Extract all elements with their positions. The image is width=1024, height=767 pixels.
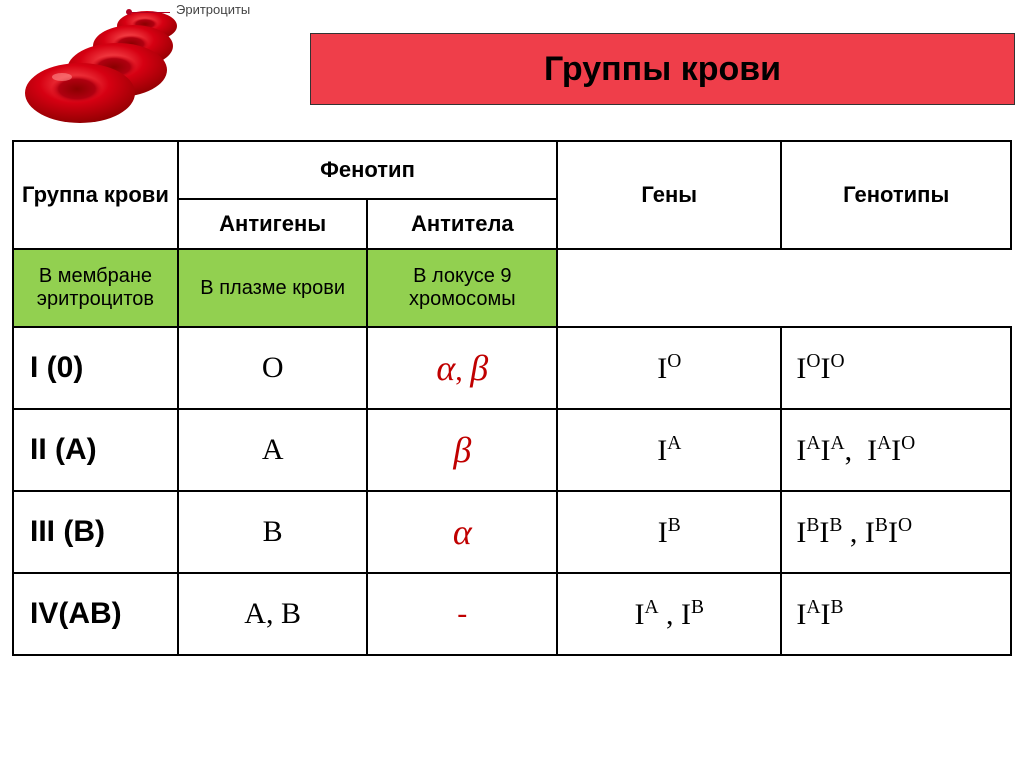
erythrocyte-label: Эритроциты [176, 2, 250, 17]
hdr-genotypes: Генотипы [781, 141, 1011, 249]
cell-genotype: IAIB [781, 573, 1011, 655]
cell-gene: IA [557, 409, 781, 491]
table-row: II (A)AβIAIAIA, IAIO [13, 409, 1011, 491]
sub-antigens: В мембране эритроцитов [13, 249, 178, 327]
table-row: I (0)Oα, βIOIOIO [13, 327, 1011, 409]
header-row-1: Группа крови Фенотип Гены Генотипы [13, 141, 1011, 199]
cell-gene: IO [557, 327, 781, 409]
subheader-row: В мембране эритроцитов В плазме крови В … [13, 249, 1011, 327]
cell-genotype: IAIA, IAIO [781, 409, 1011, 491]
table-row: IV(AB)A, B-IA , IBIAIB [13, 573, 1011, 655]
header: Эритроциты Группы крови [0, 0, 1024, 130]
hdr-group: Группа крови [13, 141, 178, 249]
cell-group: II (A) [13, 409, 178, 491]
cell-group: III (B) [13, 491, 178, 573]
erythrocyte-illustration [25, 8, 235, 133]
cell-antibody: α [367, 491, 557, 573]
cell-group: I (0) [13, 327, 178, 409]
cell-genotype: IOIO [781, 327, 1011, 409]
blood-groups-table-wrap: Группа крови Фенотип Гены Генотипы Антиг… [0, 130, 1024, 656]
sub-genes: В локусе 9 хромосомы [367, 249, 557, 327]
cell-antigen: A [178, 409, 368, 491]
cell-antibody: - [367, 573, 557, 655]
cell-antigen: B [178, 491, 368, 573]
cell-genotype: IBIB , IBIO [781, 491, 1011, 573]
title-band: Группы крови [310, 33, 1015, 105]
cell-antibody: α, β [367, 327, 557, 409]
sub-antibodies: В плазме крови [178, 249, 368, 327]
cell-gene: IB [557, 491, 781, 573]
cell-gene: IA , IB [557, 573, 781, 655]
cell-antigen: A, B [178, 573, 368, 655]
hdr-antibodies: Антитела [367, 199, 557, 249]
callout-line [130, 12, 170, 13]
blood-groups-table: Группа крови Фенотип Гены Генотипы Антиг… [12, 140, 1012, 656]
hdr-phenotype: Фенотип [178, 141, 557, 199]
hdr-genes: Гены [557, 141, 781, 249]
page-title: Группы крови [544, 50, 781, 89]
cell-group: IV(AB) [13, 573, 178, 655]
cell-antigen: O [178, 327, 368, 409]
cell-antibody: β [367, 409, 557, 491]
table-row: III (B)BαIBIBIB , IBIO [13, 491, 1011, 573]
hdr-antigens: Антигены [178, 199, 368, 249]
